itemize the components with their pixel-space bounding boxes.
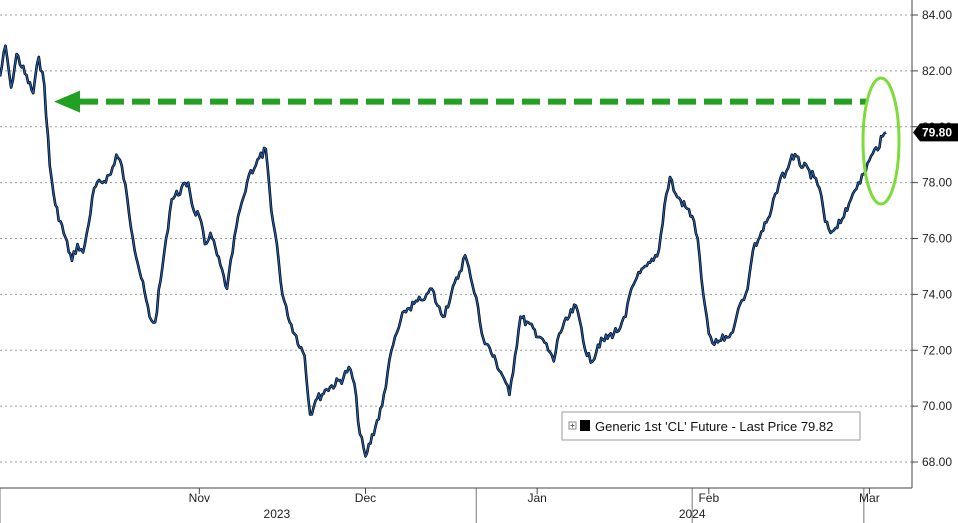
x-year-label: 2024: [679, 507, 706, 521]
gridlines: [0, 14, 912, 463]
x-tick-label: Nov: [189, 491, 210, 505]
price-series: [0, 44, 887, 458]
y-tick-label: 76.00: [922, 232, 952, 246]
x-tick-label: Dec: [355, 491, 376, 505]
year-separators: [0, 488, 865, 523]
y-tick-label: 78.00: [922, 176, 952, 190]
series-line: [0, 45, 887, 457]
x-tick-label: Feb: [698, 491, 719, 505]
y-tick-label: 68.00: [922, 455, 952, 469]
y-tick-label: 84.00: [922, 8, 952, 22]
legend-box: [561, 411, 861, 441]
x-year-label: 2023: [264, 507, 291, 521]
y-tick-label: 82.00: [922, 64, 952, 78]
last-price-value: 79.80: [922, 125, 952, 139]
x-axis: Nov Dec Jan Feb Mar 2023 2024: [189, 488, 880, 521]
highlight-ellipse: [861, 76, 901, 206]
last-price-tag: [913, 123, 958, 142]
legend: Generic 1st 'CL' Future - Last Price 79.…: [561, 411, 861, 441]
y-tick-label: 74.00: [922, 287, 952, 301]
legend-label: Generic 1st 'CL' Future - Last Price 79.…: [595, 419, 833, 434]
x-tick-label: Jan: [527, 491, 546, 505]
y-tick-label: 70.00: [922, 399, 952, 413]
annotations: [54, 76, 901, 206]
y-tick-label: 72.00: [922, 343, 952, 357]
reference-arrow-head: [54, 90, 80, 113]
x-tick-label: Mar: [859, 491, 880, 505]
y-axis: 84.0082.0080.0078.0076.0074.0072.0070.00…: [912, 8, 952, 469]
legend-swatch: [580, 420, 590, 431]
last-price-label: 79.80: [913, 123, 958, 142]
